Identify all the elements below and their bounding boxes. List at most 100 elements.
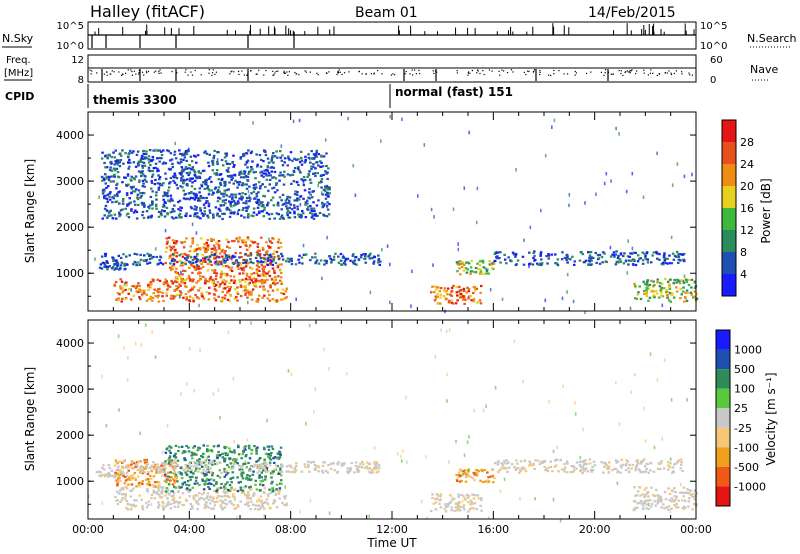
noise-cell: [440, 328, 442, 332]
scatter-cell: [249, 254, 253, 257]
scatter-cell: [265, 463, 268, 466]
nave-point: [147, 70, 150, 73]
scatter-cell: [184, 458, 187, 462]
noise-cell: [179, 295, 181, 299]
scatter-cell: [124, 297, 127, 300]
scatter-cell: [288, 464, 292, 467]
scatter-cell: [169, 268, 173, 272]
scatter-cell: [198, 492, 201, 495]
scatter-cell: [431, 496, 434, 500]
scatter-cell: [178, 471, 181, 474]
noise-cell: [217, 388, 220, 392]
scatter-cell: [319, 160, 322, 163]
scatter-cell: [270, 277, 274, 280]
scatter-cell: [205, 470, 209, 473]
scatter-cell: [643, 495, 647, 498]
scatter-cell: [205, 242, 208, 245]
scatter-cell: [185, 296, 188, 299]
scatter-cell: [268, 488, 271, 491]
scatter-cell: [114, 259, 118, 262]
scatter-cell: [202, 214, 205, 217]
scatter-cell: [226, 169, 229, 172]
scatter-cell: [138, 180, 141, 183]
scatter-cell: [304, 178, 307, 182]
scatter-cell: [132, 285, 136, 288]
scatter-cell: [348, 469, 351, 472]
nave-point: [658, 73, 660, 75]
scatter-cell: [278, 450, 281, 453]
scatter-cell: [244, 285, 247, 288]
scatter-cell: [232, 154, 235, 157]
scatter-cell: [133, 190, 137, 193]
scatter-cell: [115, 267, 118, 270]
scatter-cell: [267, 189, 270, 192]
scatter-cell: [240, 470, 243, 473]
scatter-cell: [582, 261, 586, 264]
scatter-cell: [137, 170, 141, 173]
nave-point: [131, 74, 134, 76]
scatter-cell: [462, 269, 466, 272]
scatter-cell: [164, 490, 168, 493]
scatter-cell: [188, 300, 192, 303]
scatter-cell: [238, 197, 241, 200]
scatter-cell: [168, 182, 171, 185]
scatter-cell: [203, 187, 206, 190]
scatter-cell: [242, 258, 245, 262]
velocity-colorbar-tick: 25: [734, 402, 748, 415]
scatter-cell: [230, 488, 233, 491]
scatter-cell: [680, 293, 683, 296]
scatter-cell: [244, 277, 248, 280]
scatter-cell: [375, 461, 378, 464]
scatter-cell: [244, 175, 248, 178]
scatter-cell: [147, 288, 150, 292]
scatter-cell: [177, 214, 181, 217]
scatter-cell: [376, 261, 380, 264]
scatter-cell: [534, 459, 537, 462]
scatter-cell: [292, 170, 296, 174]
scatter-cell: [230, 193, 233, 196]
power-colorbar-tick: 20: [740, 180, 754, 193]
scatter-cell: [197, 170, 200, 173]
scatter-cell: [333, 469, 336, 472]
scatter-cell: [239, 486, 242, 489]
scatter-cell: [281, 258, 285, 261]
scatter-cell: [474, 266, 478, 270]
scatter-cell: [646, 490, 650, 493]
scatter-cell: [229, 293, 232, 296]
scatter-cell: [141, 214, 144, 217]
scatter-cell: [589, 251, 592, 254]
scatter-cell: [239, 480, 242, 483]
scatter-cell: [214, 462, 217, 466]
scatter-cell: [647, 508, 650, 511]
scatter-cell: [250, 298, 254, 301]
scatter-cell: [202, 473, 206, 476]
scatter-cell: [193, 267, 197, 270]
nave-point: [392, 73, 394, 75]
scatter-cell: [280, 281, 283, 284]
scatter-cell: [140, 154, 144, 158]
scatter-cell: [603, 465, 606, 468]
scatter-cell: [241, 196, 244, 199]
scatter-cell: [108, 153, 111, 156]
scatter-cell: [650, 261, 653, 264]
nave-point: [467, 72, 469, 74]
noise-cell: [462, 471, 465, 476]
scatter-cell: [524, 470, 528, 473]
scatter-cell: [660, 282, 664, 285]
scatter-cell: [157, 300, 161, 303]
scatter-cell: [196, 482, 199, 485]
scatter-cell: [182, 197, 186, 200]
scatter-cell: [142, 173, 145, 176]
scatter-cell: [119, 285, 122, 288]
scatter-cell: [168, 245, 172, 248]
scatter-cell: [231, 256, 235, 259]
scatter-cell: [205, 152, 209, 155]
scatter-cell: [179, 284, 183, 287]
scatter-cell: [125, 284, 128, 287]
scatter-cell: [223, 283, 227, 286]
scatter-cell: [141, 179, 145, 182]
scatter-cell: [280, 208, 283, 211]
scatter-cell: [183, 282, 187, 285]
scatter-cell: [202, 452, 205, 455]
scatter-cell: [173, 501, 176, 504]
